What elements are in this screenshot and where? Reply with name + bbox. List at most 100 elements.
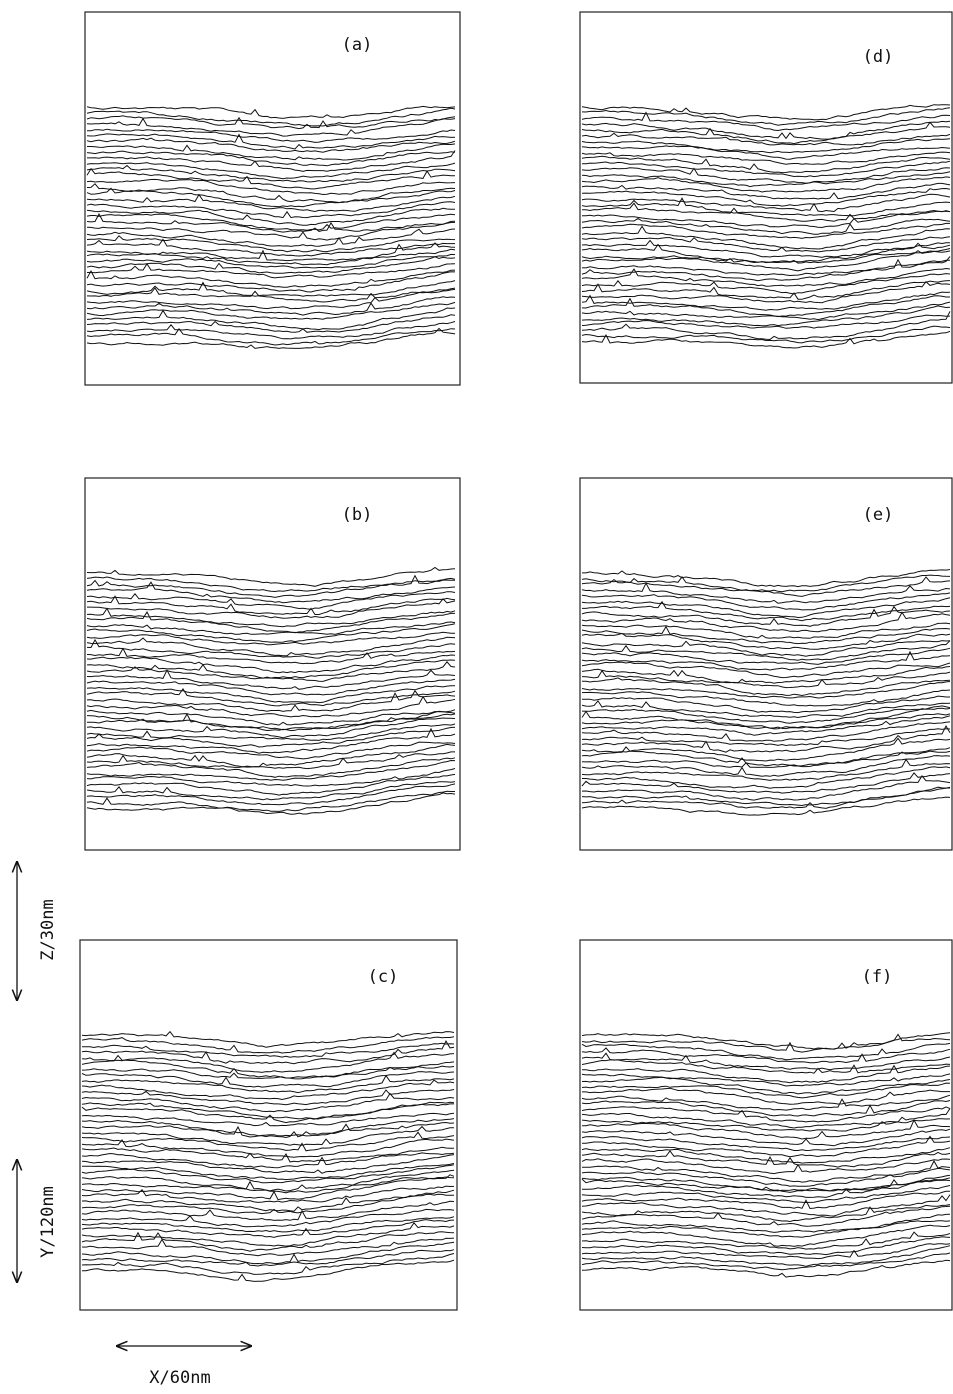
scan-line — [86, 709, 456, 726]
scan-line — [81, 1092, 455, 1113]
scan-line — [86, 238, 455, 257]
scan-line — [581, 746, 951, 768]
panel-label: (a) — [342, 35, 373, 55]
panel-label: (d) — [863, 47, 894, 67]
y-scale-label: Y/120nm — [38, 1186, 58, 1258]
scan-line — [581, 1082, 951, 1099]
scan-line — [581, 330, 951, 349]
scan-line — [86, 783, 456, 806]
scan-line — [581, 695, 950, 714]
scan-line — [86, 654, 456, 674]
scan-line — [581, 1118, 951, 1132]
scan-line — [81, 1036, 455, 1054]
scan-line — [581, 225, 951, 250]
scan-line — [581, 145, 951, 160]
scan-line — [581, 171, 951, 188]
scan-line — [582, 1179, 951, 1198]
scan-line — [581, 111, 951, 132]
scan-line — [86, 781, 456, 801]
scan-line — [581, 1259, 951, 1278]
scan-line — [81, 1164, 455, 1184]
scan-line — [581, 314, 951, 329]
panel-frame — [79, 939, 458, 1311]
scan-line — [86, 790, 455, 812]
scan-line — [86, 269, 456, 288]
scan-line — [581, 597, 951, 619]
scan-line — [581, 267, 951, 287]
scan-line — [87, 150, 456, 172]
scan-line — [86, 262, 456, 279]
scan-line — [81, 1030, 455, 1048]
scan-line — [81, 1253, 455, 1275]
scan-line — [582, 600, 951, 622]
scan-line — [86, 287, 456, 310]
scan-line — [86, 669, 456, 690]
scan-line — [581, 160, 951, 178]
scan-line — [581, 1185, 951, 1204]
scan-lines — [86, 105, 456, 349]
scan-line — [581, 1076, 951, 1095]
scan-lines — [86, 566, 456, 815]
panel: (a) — [84, 11, 461, 386]
scan-line — [81, 1054, 455, 1080]
scan-line — [581, 155, 951, 174]
scan-line — [581, 592, 951, 611]
scan-line — [581, 611, 951, 633]
scan-line — [581, 1243, 951, 1260]
scan-line — [581, 1252, 951, 1271]
scan-line — [581, 132, 951, 146]
scan-line — [86, 187, 456, 208]
scan-line — [86, 128, 456, 143]
scan-line — [86, 242, 456, 266]
panels: (a) (b) (c) (d) (e) (f) — [79, 11, 953, 1311]
scan-line — [86, 759, 456, 781]
scan-line — [86, 595, 456, 615]
panel-frame — [579, 477, 953, 851]
scan-line — [81, 1131, 455, 1152]
scan-line — [581, 647, 951, 665]
scan-line — [581, 710, 951, 730]
scan-line — [81, 1249, 455, 1267]
scan-line — [86, 193, 456, 213]
scan-line — [86, 689, 456, 712]
scan-line — [581, 1106, 951, 1123]
scan-line — [581, 775, 951, 801]
scan-line — [581, 574, 951, 593]
scan-line — [581, 737, 951, 762]
scan-line — [581, 700, 951, 719]
scan-line — [581, 724, 951, 753]
scan-line — [81, 1065, 455, 1079]
scan-line — [581, 1118, 951, 1140]
scan-lines — [581, 104, 951, 349]
scan-line — [581, 1194, 951, 1217]
scan-line — [581, 1064, 951, 1084]
scan-line — [581, 104, 951, 121]
scan-line — [86, 207, 455, 226]
scan-line — [581, 677, 951, 697]
scan-line — [86, 201, 456, 219]
scan-line — [86, 178, 456, 196]
scan-line — [81, 1208, 455, 1228]
scan-line — [581, 666, 951, 684]
scan-line — [87, 143, 456, 161]
scan-line — [81, 1152, 455, 1169]
scan-line — [86, 327, 456, 349]
scan-line — [581, 605, 951, 627]
scan-line — [86, 221, 456, 241]
scan-line — [581, 1033, 951, 1053]
scan-line — [581, 1047, 951, 1064]
scan-line — [81, 1185, 455, 1203]
scan-line — [86, 107, 456, 127]
scan-line — [581, 280, 951, 304]
scan-line — [86, 726, 456, 748]
scan-line — [581, 721, 951, 742]
scan-line — [86, 164, 456, 183]
panel-label: (b) — [342, 505, 373, 525]
scan-line — [581, 1236, 951, 1256]
scan-line — [86, 248, 456, 262]
scan-line — [86, 183, 456, 204]
scan-line — [581, 622, 951, 639]
scan-line — [581, 1059, 951, 1074]
scan-line — [86, 321, 456, 340]
scan-line — [581, 236, 951, 253]
